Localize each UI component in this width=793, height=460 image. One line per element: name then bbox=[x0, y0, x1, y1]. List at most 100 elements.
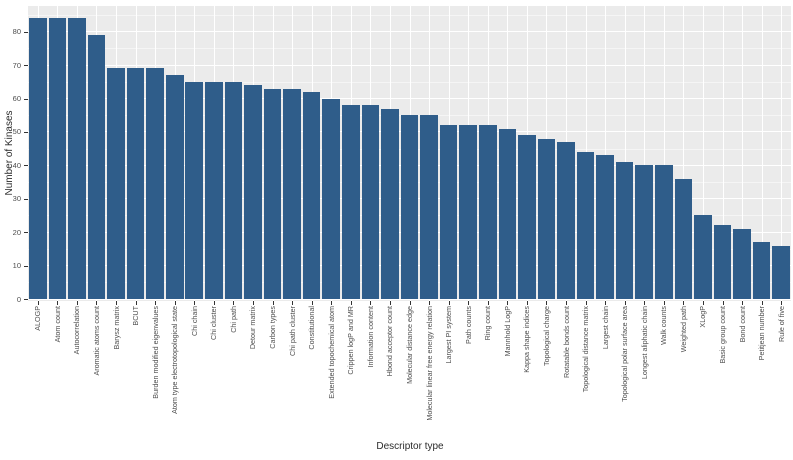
bar-weighted-path bbox=[674, 178, 693, 299]
bar-information-content bbox=[361, 105, 380, 299]
x-category-label: Hbond acceptor count bbox=[385, 306, 395, 377]
y-tick-mark bbox=[24, 98, 28, 100]
x-tick-mark bbox=[389, 301, 391, 305]
x-category-label: Topological polar surface area bbox=[620, 306, 630, 402]
gridline-major-x bbox=[761, 6, 763, 301]
x-tick-mark bbox=[155, 301, 157, 305]
bar-molecular-linear-free-energy-relation bbox=[420, 115, 438, 299]
x-category-label: Chi chain bbox=[189, 306, 199, 336]
bar-hbond-acceptor-count bbox=[381, 108, 399, 299]
x-tick-mark bbox=[174, 301, 176, 305]
y-tick-label-30: 30 bbox=[12, 194, 21, 204]
x-tick-mark bbox=[781, 301, 783, 305]
x-tick-mark bbox=[605, 301, 607, 305]
bar-walk-counts bbox=[655, 165, 673, 299]
plot-panel bbox=[28, 6, 791, 301]
x-tick-mark bbox=[311, 301, 313, 305]
x-category-label: Aromatic atoms count bbox=[91, 306, 101, 376]
x-category-label: Basic group count bbox=[718, 306, 728, 364]
bar-bond-count bbox=[733, 228, 751, 299]
y-tick-mark bbox=[24, 198, 28, 200]
y-axis-title: Number of Kinases bbox=[4, 110, 15, 196]
x-tick-mark bbox=[135, 301, 137, 305]
x-category-label: BCUT bbox=[131, 306, 141, 326]
x-category-label: ALOGP bbox=[33, 306, 43, 331]
y-tick-label-0: 0 bbox=[16, 294, 21, 304]
y-tick-mark bbox=[24, 31, 28, 33]
bar-topological-charge bbox=[537, 138, 556, 299]
gridline-major-x bbox=[742, 6, 744, 301]
x-tick-mark bbox=[487, 301, 489, 305]
x-tick-mark bbox=[722, 301, 724, 305]
x-tick-mark bbox=[761, 301, 763, 305]
x-category-label: Rotatable bonds count bbox=[561, 306, 571, 378]
bar-detour-matrix bbox=[244, 85, 262, 299]
y-tick-label-20: 20 bbox=[12, 227, 21, 237]
x-category-label: Chi path cluster bbox=[287, 306, 297, 356]
y-tick-label-80: 80 bbox=[12, 27, 21, 37]
x-category-label: Constitutional bbox=[307, 306, 317, 350]
bar-atom-type-electrotopological-state bbox=[165, 75, 184, 299]
gridline-major-x bbox=[702, 6, 704, 301]
x-tick-mark bbox=[429, 301, 431, 305]
y-tick-label-70: 70 bbox=[12, 60, 21, 70]
x-category-label: Burden modified eigenvalues bbox=[150, 306, 160, 399]
x-tick-mark bbox=[57, 301, 59, 305]
x-category-label: Extended topochemical atom bbox=[326, 306, 336, 399]
x-category-label: Ring count bbox=[483, 306, 493, 341]
x-tick-mark bbox=[116, 301, 118, 305]
y-tick-mark bbox=[24, 232, 28, 234]
y-tick-label-40: 40 bbox=[12, 160, 21, 170]
y-tick-label-60: 60 bbox=[12, 94, 21, 104]
x-axis-title: Descriptor type bbox=[376, 441, 444, 452]
bar-constitutional bbox=[302, 91, 321, 299]
bar-molecular-distance-edge bbox=[400, 115, 419, 299]
x-tick-mark bbox=[370, 301, 372, 305]
x-tick-mark bbox=[507, 301, 509, 305]
bar-topological-distance-matrix bbox=[576, 151, 595, 299]
x-category-label: Atom count bbox=[52, 306, 62, 343]
x-tick-mark bbox=[644, 301, 646, 305]
y-tick-mark bbox=[24, 165, 28, 167]
y-tick-mark bbox=[24, 131, 28, 133]
x-category-label: Petitjean number bbox=[757, 306, 767, 361]
x-category-label: Bond count bbox=[737, 306, 747, 343]
x-tick-mark bbox=[194, 301, 196, 305]
x-tick-mark bbox=[252, 301, 254, 305]
bar-largest-chain bbox=[596, 155, 614, 299]
x-tick-mark bbox=[683, 301, 685, 305]
bar-rotatable-bonds-count bbox=[557, 141, 575, 299]
x-category-label: Walk counts bbox=[659, 306, 669, 345]
x-category-label: Mannhold LogP bbox=[502, 306, 512, 357]
x-tick-mark bbox=[448, 301, 450, 305]
x-tick-mark bbox=[546, 301, 548, 305]
bar-extended-topochemical-atom bbox=[322, 98, 341, 299]
bar-longest-aliphatic-chain bbox=[635, 165, 654, 299]
x-category-label: Topological distance matrix bbox=[581, 306, 591, 393]
x-category-label: Weighted path bbox=[678, 306, 688, 353]
x-tick-mark bbox=[526, 301, 528, 305]
y-tick-label-10: 10 bbox=[12, 261, 21, 271]
bar-atom-count bbox=[48, 18, 67, 299]
x-tick-mark bbox=[350, 301, 352, 305]
bar-kappa-shape-indices bbox=[518, 135, 536, 299]
x-tick-mark bbox=[233, 301, 235, 305]
gridline-major-x bbox=[781, 6, 783, 301]
x-category-label: Chi cluster bbox=[209, 306, 219, 340]
x-tick-mark bbox=[624, 301, 626, 305]
y-tick-label-50: 50 bbox=[12, 127, 21, 137]
gridline-major-x bbox=[605, 6, 607, 301]
bar-aromatic-atoms-count bbox=[87, 35, 106, 299]
x-tick-mark bbox=[213, 301, 215, 305]
x-tick-mark bbox=[76, 301, 78, 305]
x-category-label: Molecular distance edge bbox=[405, 306, 414, 384]
x-tick-mark bbox=[585, 301, 587, 305]
x-category-label: Autocorrelation bbox=[72, 306, 82, 355]
x-category-label: Largest chain bbox=[600, 306, 610, 350]
x-tick-mark bbox=[331, 301, 333, 305]
x-tick-mark bbox=[468, 301, 470, 305]
bar-carbon-types bbox=[263, 88, 282, 299]
x-tick-mark bbox=[272, 301, 274, 305]
bar-chi-path-cluster bbox=[283, 88, 301, 299]
bar-basic-group-count bbox=[713, 225, 732, 299]
